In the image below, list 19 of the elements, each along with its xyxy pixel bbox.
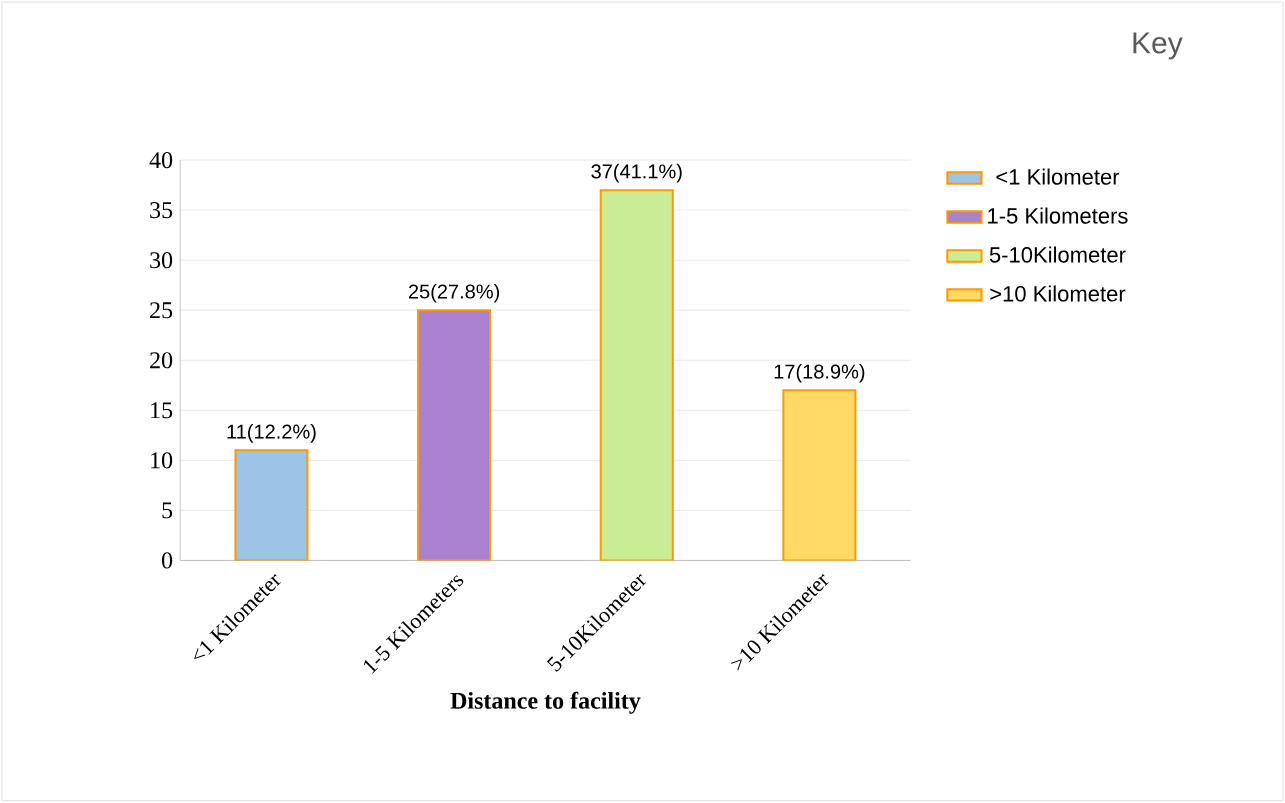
data-label: 11(12.2%) bbox=[227, 424, 316, 443]
y-tick-label: 15 bbox=[151, 402, 173, 419]
legend-label: 1-5 Kilometers bbox=[988, 207, 1128, 224]
y-tick-label: 0 bbox=[161, 552, 173, 569]
legend-label: >10 Kilometer bbox=[990, 285, 1126, 302]
x-axis-title: Distance to facility bbox=[450, 691, 641, 714]
legend-label: 5-10Kilometer bbox=[989, 246, 1126, 263]
y-tick-label: 5 bbox=[162, 502, 173, 519]
y-tick-label: 25 bbox=[150, 302, 173, 319]
y-tick-label: 35 bbox=[150, 202, 173, 219]
data-label: 25(27.8%) bbox=[408, 284, 500, 303]
y-tick-label: 20 bbox=[150, 352, 173, 369]
legend-title: Key bbox=[1133, 32, 1183, 60]
legend-label: <1 Kilometer bbox=[996, 168, 1120, 185]
data-label: 17(18.9%) bbox=[774, 364, 865, 383]
data-label: 37(41.1%) bbox=[591, 164, 682, 183]
y-tick-label: 10 bbox=[151, 452, 173, 469]
y-tick-label: 30 bbox=[150, 252, 173, 269]
y-tick-label: 40 bbox=[149, 152, 173, 169]
